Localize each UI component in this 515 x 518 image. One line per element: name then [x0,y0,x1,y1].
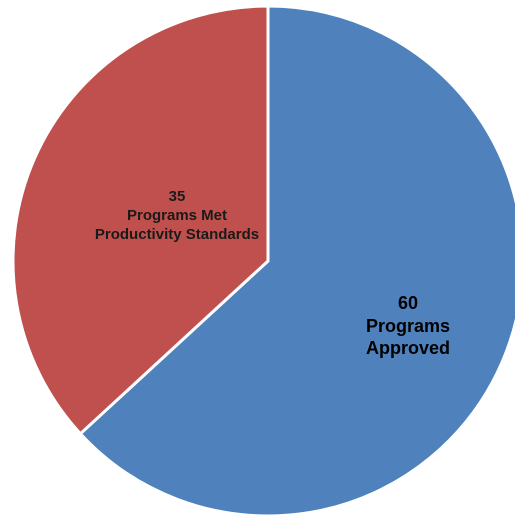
slice-value-label: 35 [168,188,186,205]
pie-slice [78,4,515,518]
slice-value-label: 60 [397,293,419,313]
slice-label: 35 Programs Met Productivity Standards [92,188,262,244]
slice-category-label: Programs Met Productivity Standards [94,206,260,243]
slice-category-label: Programs Approved [365,315,451,359]
pie-slice [11,4,270,436]
slice-label: 60 Programs Approved [338,292,478,360]
